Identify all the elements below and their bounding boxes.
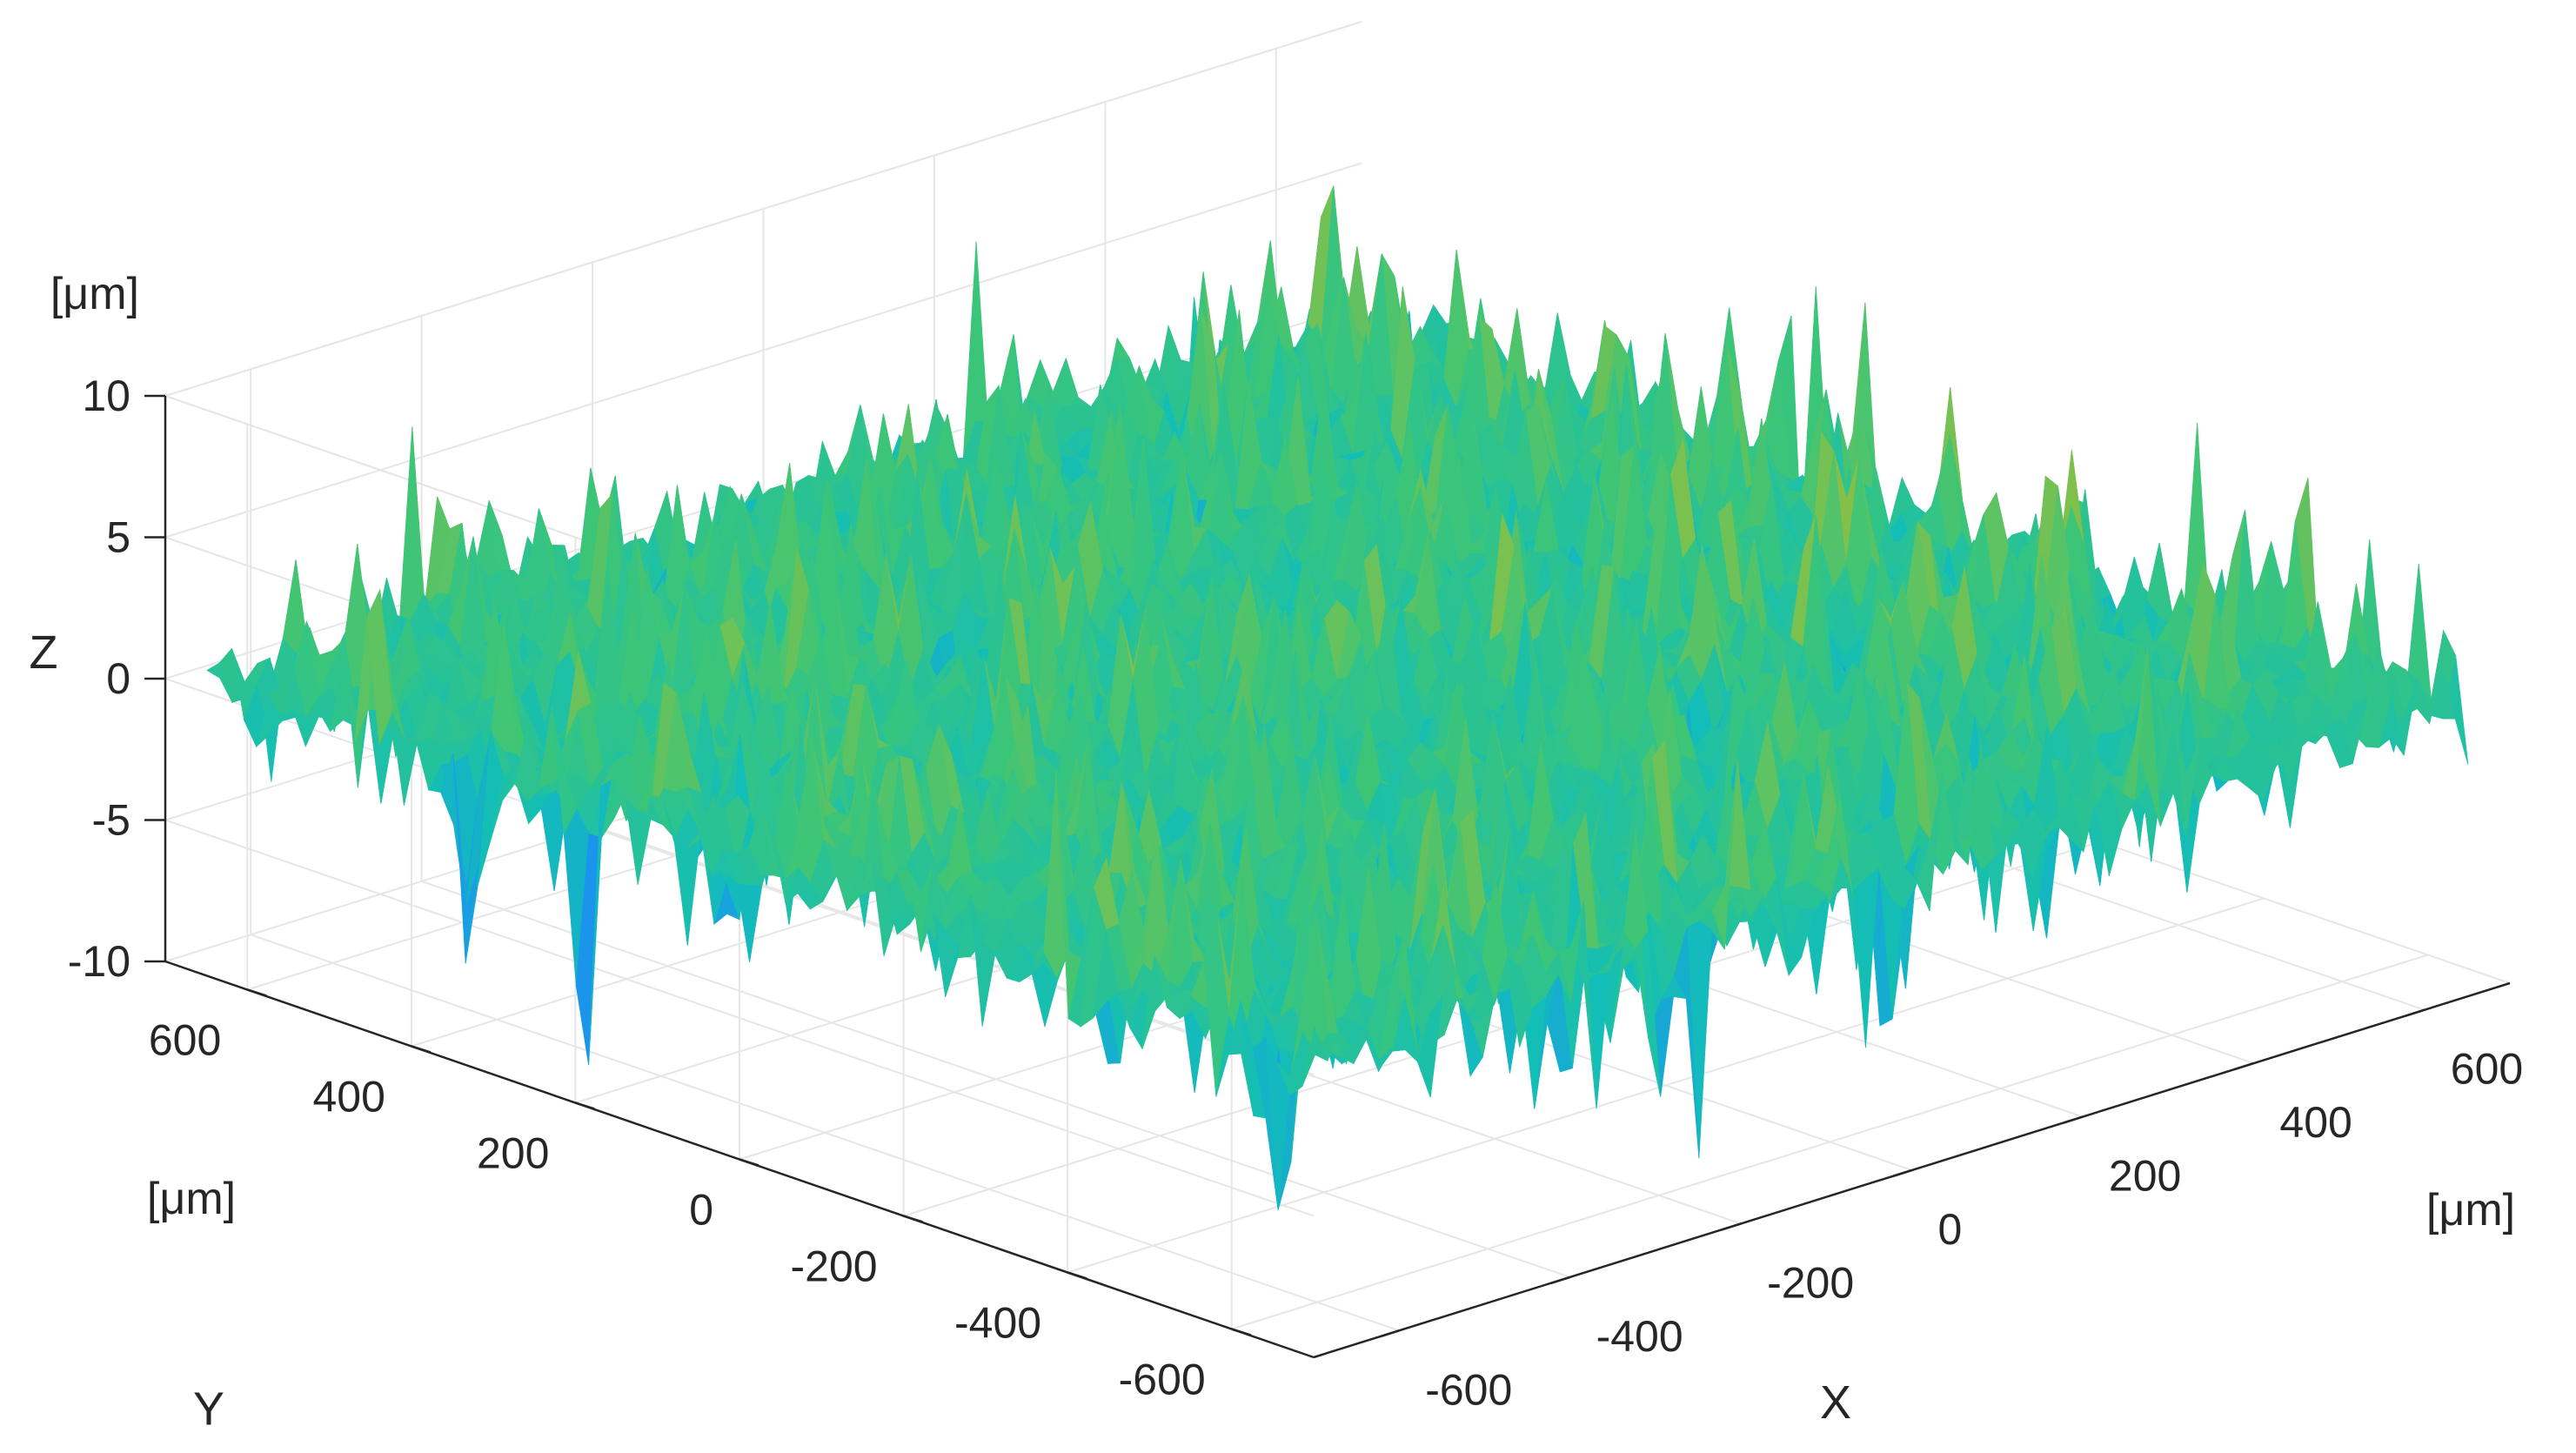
rough-surface xyxy=(207,186,2468,1210)
